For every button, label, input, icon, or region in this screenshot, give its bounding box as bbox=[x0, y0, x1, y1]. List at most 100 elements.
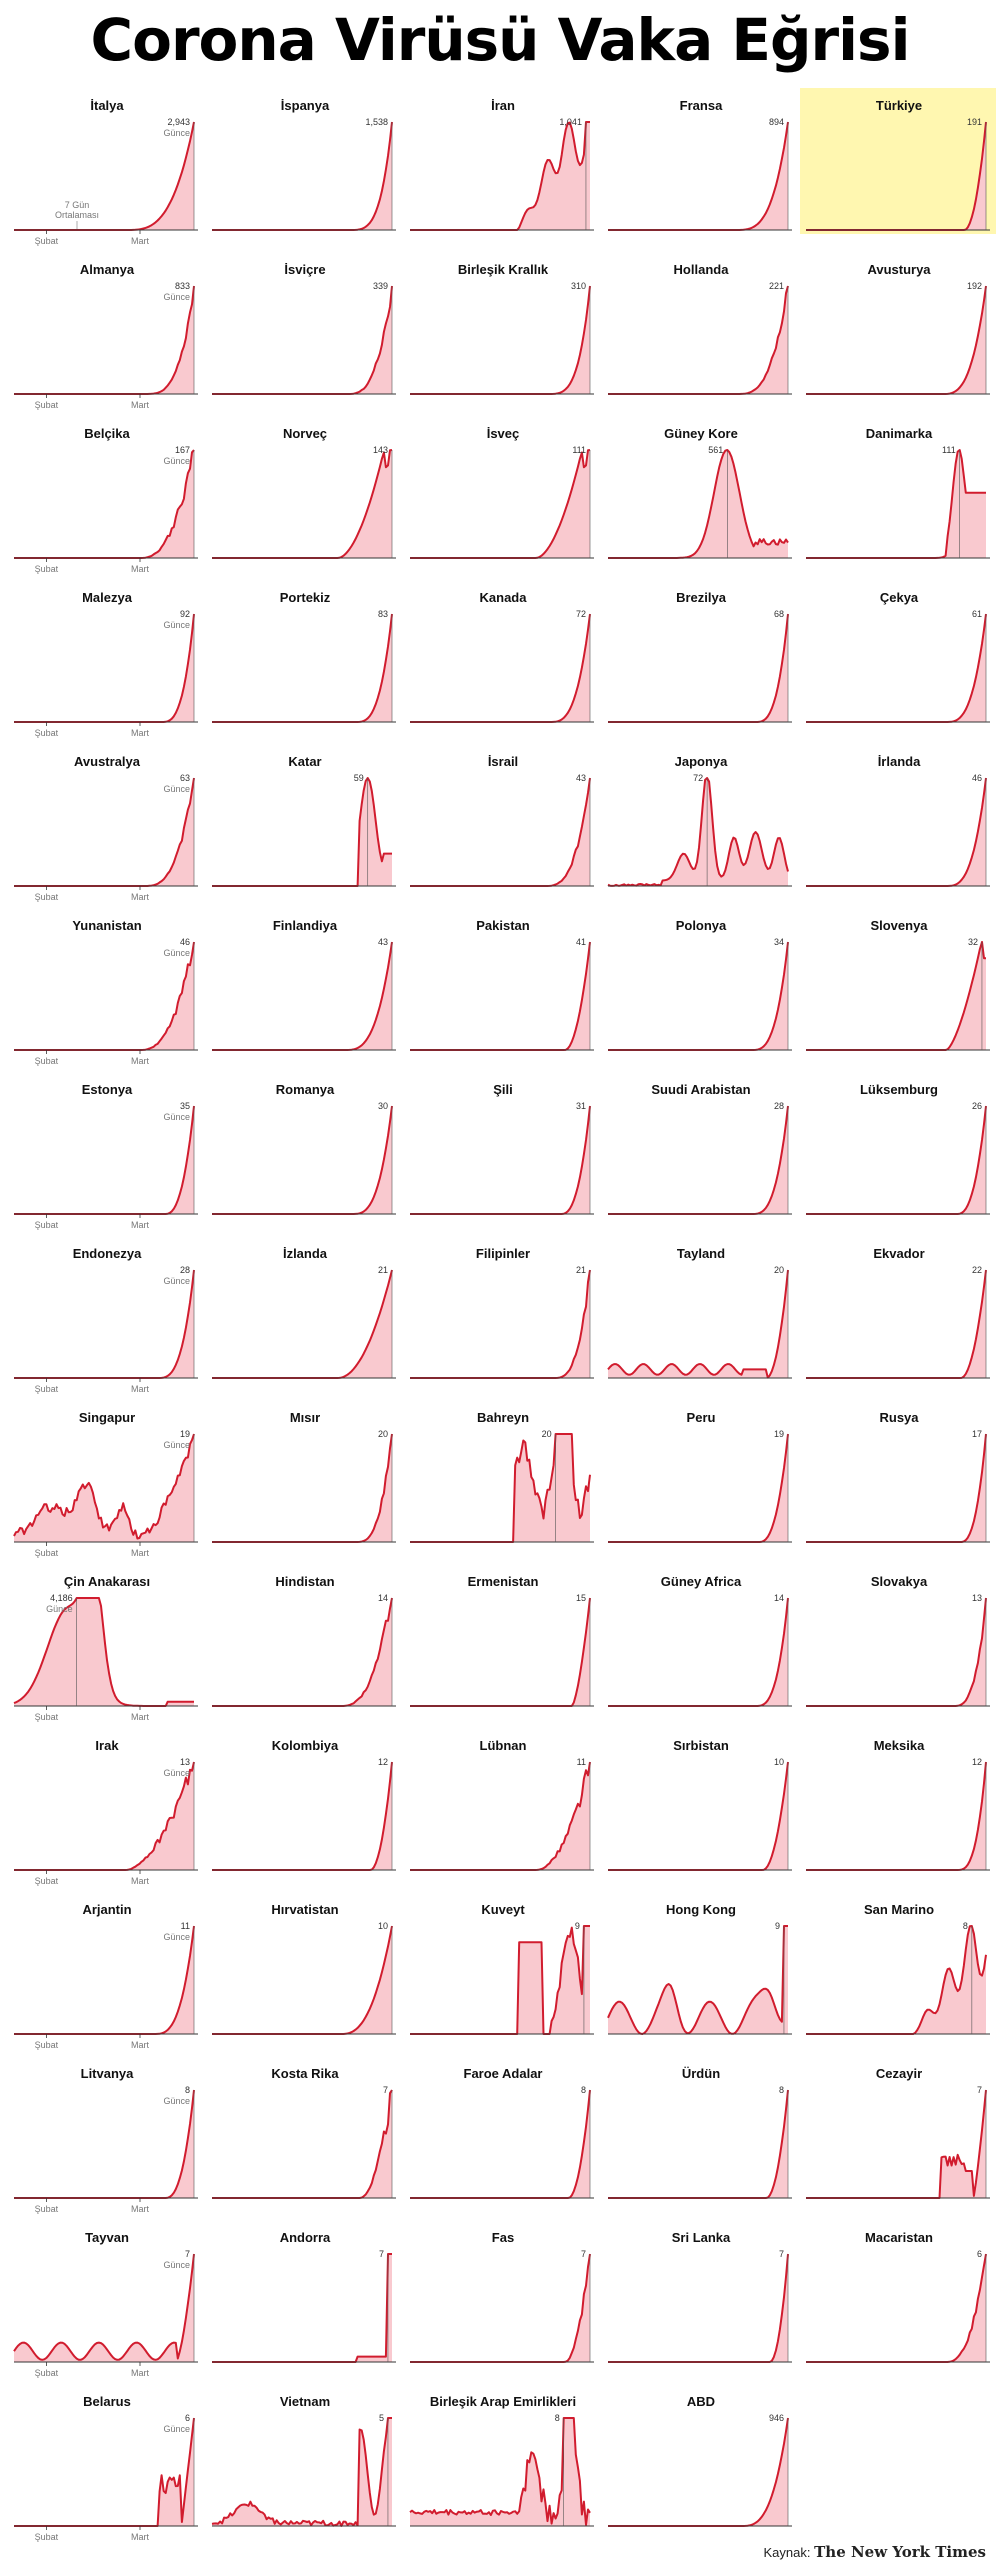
chart-bahreyn[interactable]: Bahreyn 20 bbox=[410, 1410, 594, 1543]
chart-katar[interactable]: Katar 59 bbox=[212, 754, 396, 887]
chart-sirbistan[interactable]: Sırbistan 10 bbox=[608, 1738, 792, 1871]
chart-kosta-rika[interactable]: Kosta Rika 7 bbox=[212, 2066, 396, 2199]
country-title: Andorra bbox=[280, 2230, 331, 2245]
chart-hindistan[interactable]: Hindistan 14 bbox=[212, 1574, 396, 1707]
chart-misir[interactable]: Mısır 20 bbox=[212, 1410, 396, 1543]
chart-faroe-adalar[interactable]: Faroe Adalar 8 bbox=[410, 2066, 594, 2199]
trend-line bbox=[212, 121, 393, 231]
country-title: Estonya bbox=[82, 1082, 133, 1097]
chart-kuveyt[interactable]: Kuveyt 9 bbox=[410, 1902, 594, 2035]
chart-vietnam[interactable]: Vietnam 5 bbox=[211, 2394, 396, 2527]
trend-line bbox=[410, 1105, 591, 1215]
chart-israil[interactable]: İsrail 43 bbox=[410, 754, 594, 887]
area-fill bbox=[608, 1598, 788, 1706]
chart-suudi-arabistan[interactable]: Suudi Arabistan 28 bbox=[608, 1082, 792, 1215]
chart-lubnan[interactable]: Lübnan 11 bbox=[410, 1738, 594, 1871]
chart-norvec[interactable]: Norveç 143 bbox=[212, 426, 396, 559]
chart-japonya[interactable]: Japonya 72 bbox=[607, 754, 792, 887]
chart-macaristan[interactable]: Macaristan 6 bbox=[806, 2230, 990, 2363]
chart-isvicre[interactable]: İsviçre 339 bbox=[212, 262, 396, 395]
country-title: İsviçre bbox=[284, 262, 325, 277]
chart-polonya[interactable]: Polonya 34 bbox=[608, 918, 792, 1051]
chart-isvec[interactable]: İsveç 111 bbox=[410, 426, 594, 559]
chart-fransa[interactable]: Fransa 894 bbox=[608, 98, 792, 231]
country-title: İspanya bbox=[281, 98, 330, 113]
chart-ispanya[interactable]: İspanya 1,538 bbox=[212, 98, 396, 231]
chart-sili[interactable]: Şili 31 bbox=[410, 1082, 594, 1215]
area-fill bbox=[410, 2418, 590, 2526]
chart-slovakya[interactable]: Slovakya 13 bbox=[806, 1574, 990, 1707]
chart-birlesik-krallik[interactable]: Birleşik Krallık 310 bbox=[410, 262, 594, 395]
chart-hollanda[interactable]: Hollanda 221 bbox=[608, 262, 792, 395]
country-title: Slovakya bbox=[871, 1574, 928, 1589]
chart-rusya[interactable]: Rusya 17 bbox=[806, 1410, 990, 1543]
chart-turkiye[interactable]: Türkiye 191 bbox=[800, 88, 996, 234]
chart-andorra[interactable]: Andorra 7 bbox=[212, 2230, 396, 2363]
chart-ermenistan[interactable]: Ermenistan 15 bbox=[410, 1574, 594, 1707]
chart-meksika[interactable]: Meksika 12 bbox=[806, 1738, 990, 1871]
chart-birlesik-arap-emirlikleri[interactable]: Birleşik Arap Emirlikleri 8 bbox=[409, 2394, 594, 2527]
chart-romanya[interactable]: Romanya 30 bbox=[212, 1082, 396, 1215]
chart-izlanda[interactable]: İzlanda 21 bbox=[212, 1246, 396, 1379]
chart-guney-africa[interactable]: Güney Africa 14 bbox=[608, 1574, 792, 1707]
area-fill bbox=[806, 778, 986, 886]
chart-cekya[interactable]: Çekya 61 bbox=[806, 590, 990, 723]
chart-danimarka[interactable]: Danimarka 111 bbox=[806, 426, 990, 559]
tick-label-subat: Şubat bbox=[35, 1712, 59, 1722]
country-title: Tayvan bbox=[85, 2230, 129, 2245]
chart-fas[interactable]: Fas 7 bbox=[410, 2230, 594, 2363]
chart-peru[interactable]: Peru 19 bbox=[608, 1410, 792, 1543]
peak-value-label: 28 bbox=[774, 1101, 784, 1111]
area-fill bbox=[14, 1926, 194, 2034]
area-fill bbox=[806, 1598, 986, 1706]
peak-value-label: 30 bbox=[378, 1101, 388, 1111]
peak-value-label: 1,041 bbox=[559, 117, 582, 127]
chart-irlanda[interactable]: İrlanda 46 bbox=[806, 754, 990, 887]
country-title: Şili bbox=[493, 1082, 513, 1097]
area-fill bbox=[806, 942, 986, 1050]
chart-abd[interactable]: ABD 946 bbox=[608, 2394, 792, 2527]
chart-pakistan[interactable]: Pakistan 41 bbox=[410, 918, 594, 1051]
peak-value-label: 10 bbox=[774, 1757, 784, 1767]
chart-slovenya[interactable]: Slovenya 32 bbox=[806, 918, 990, 1051]
chart-tayland[interactable]: Tayland 20 bbox=[607, 1246, 792, 1379]
tick-label-mart: Mart bbox=[131, 728, 149, 738]
country-title: Hollanda bbox=[674, 262, 730, 277]
peak-value-label: 20 bbox=[378, 1429, 388, 1439]
source-brand[interactable]: The New York Times bbox=[814, 2543, 986, 2561]
chart-kanada[interactable]: Kanada 72 bbox=[410, 590, 594, 723]
chart-guney-kore[interactable]: Güney Kore 561 bbox=[608, 426, 792, 559]
chart-hong-kong[interactable]: Hong Kong 9 bbox=[607, 1902, 792, 2035]
chart-luksemburg[interactable]: Lüksemburg 26 bbox=[806, 1082, 990, 1215]
chart-kolombiya[interactable]: Kolombiya 12 bbox=[212, 1738, 396, 1871]
chart-urdun[interactable]: Ürdün 8 bbox=[608, 2066, 792, 2199]
chart-san-marino[interactable]: San Marino 8 bbox=[806, 1902, 990, 2035]
chart-avusturya[interactable]: Avusturya 192 bbox=[806, 262, 990, 395]
chart-finlandiya[interactable]: Finlandiya 43 bbox=[212, 918, 396, 1051]
country-title: Belçika bbox=[84, 426, 130, 441]
chart-filipinler[interactable]: Filipinler 21 bbox=[410, 1246, 594, 1379]
chart-cezayir[interactable]: Cezayir 7 bbox=[806, 2066, 990, 2199]
chart-ekvador[interactable]: Ekvador 22 bbox=[806, 1246, 990, 1379]
chart-brezilya[interactable]: Brezilya 68 bbox=[608, 590, 792, 723]
chart-iran[interactable]: İran 1,041 bbox=[410, 98, 594, 231]
chart-hirvatistan[interactable]: Hırvatistan 10 bbox=[212, 1902, 396, 2035]
chart-sri-lanka[interactable]: Sri Lanka 7 bbox=[608, 2230, 792, 2363]
area-fill bbox=[212, 1598, 392, 1706]
chart-portekiz[interactable]: Portekiz 83 bbox=[212, 590, 396, 723]
